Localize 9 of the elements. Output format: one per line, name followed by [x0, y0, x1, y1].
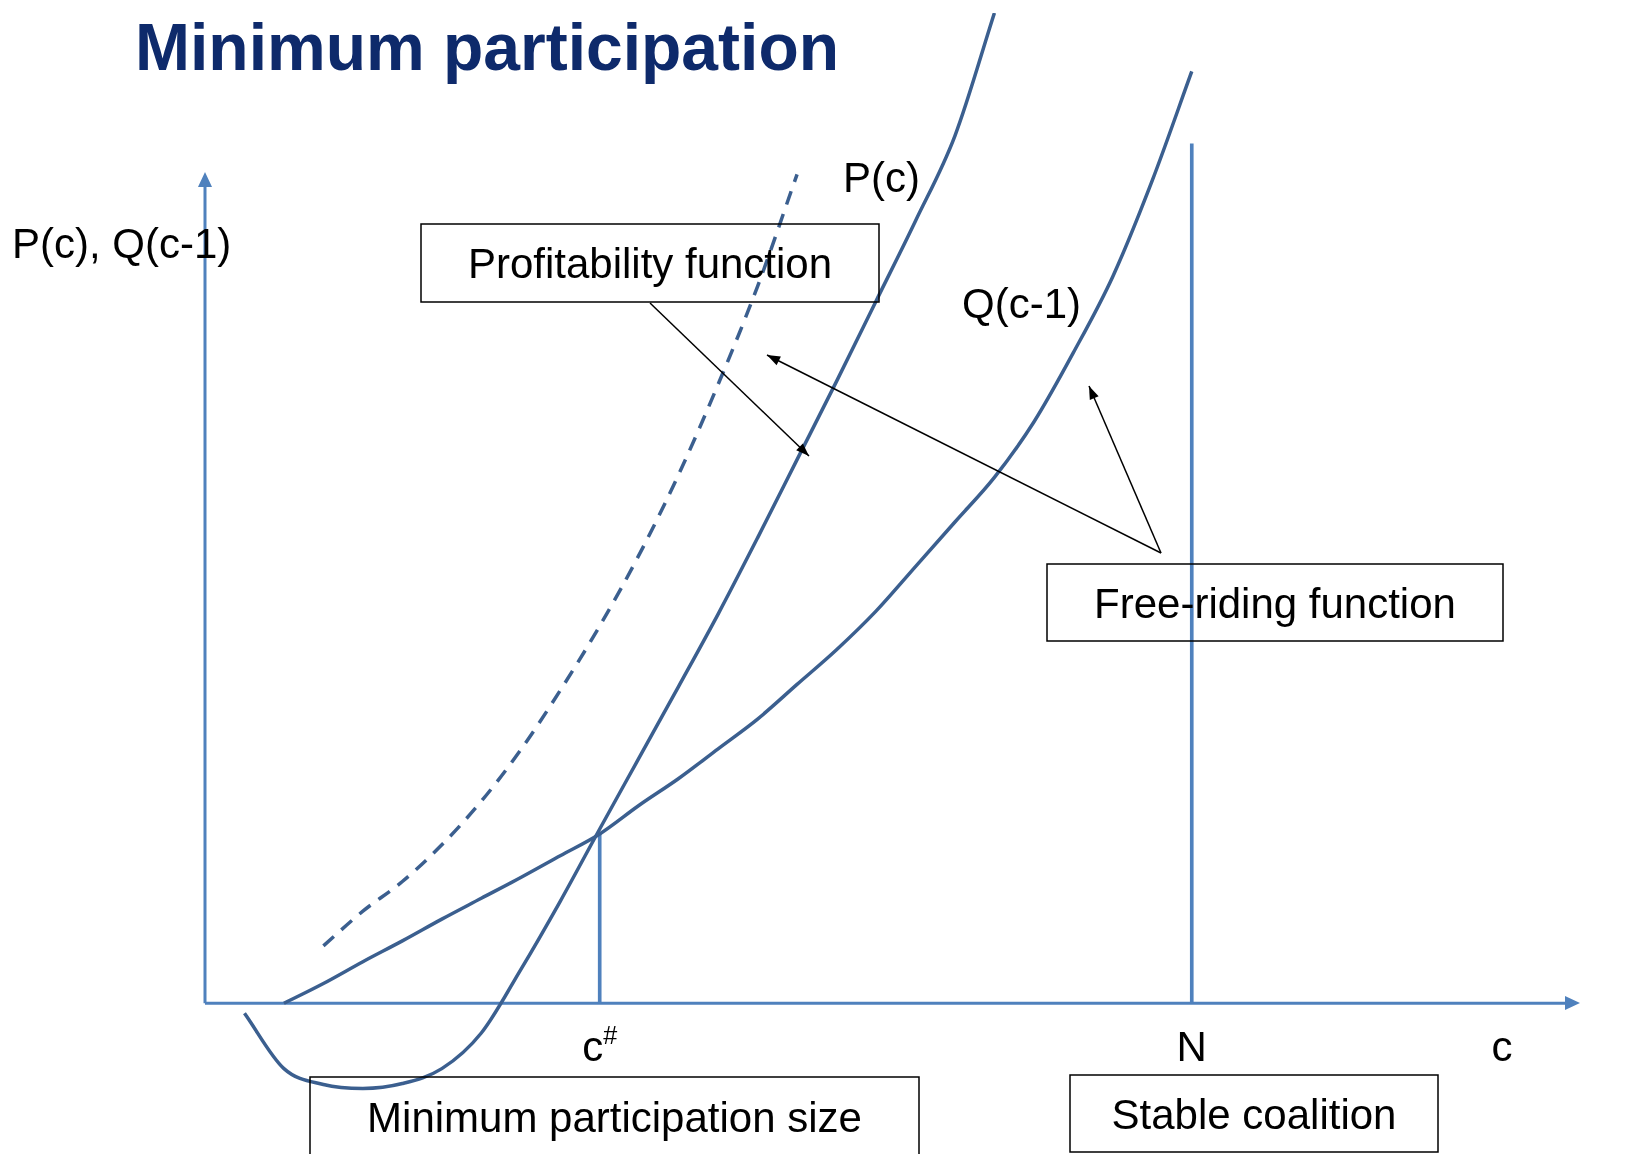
- text: Stable coalition: [1111, 1090, 1397, 1138]
- x-tick-label: N: [1176, 1023, 1207, 1071]
- x-axis-title: c: [1491, 1023, 1513, 1071]
- series-label: Q(c-1): [962, 280, 1081, 327]
- chart-title: Minimum participation: [135, 10, 840, 84]
- annotation: Profitability function: [467, 240, 833, 287]
- series-label: P(c): [843, 154, 920, 201]
- text: Minimum participation size: [367, 1094, 862, 1141]
- x-tick-label: c#: [582, 1021, 618, 1071]
